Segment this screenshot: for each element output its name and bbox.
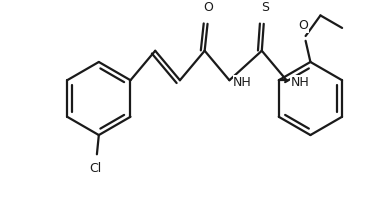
Text: NH: NH bbox=[291, 76, 309, 89]
Text: S: S bbox=[261, 1, 269, 14]
Text: NH: NH bbox=[233, 76, 252, 89]
Text: O: O bbox=[204, 1, 213, 14]
Text: Cl: Cl bbox=[89, 162, 101, 175]
Text: O: O bbox=[299, 19, 308, 32]
